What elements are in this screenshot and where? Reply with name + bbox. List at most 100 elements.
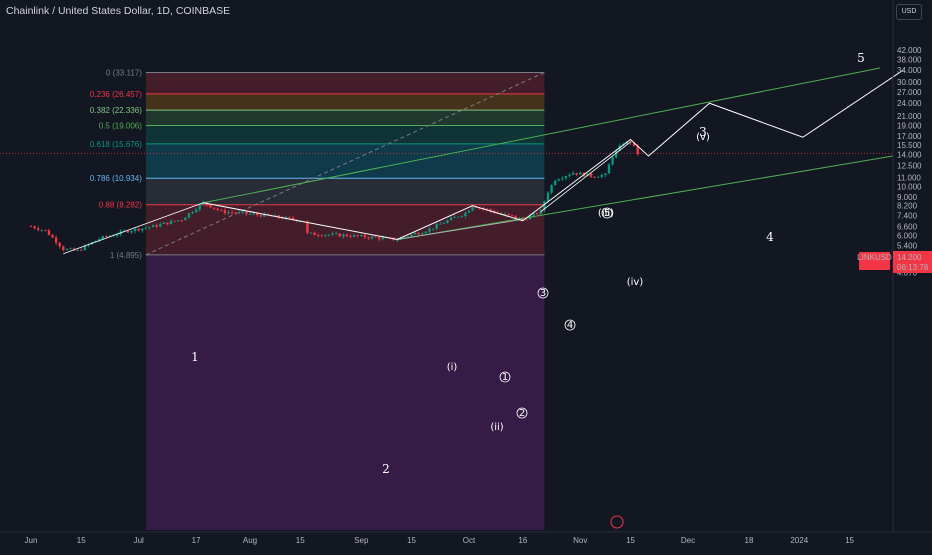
price-label-countdown: 06:13:78 xyxy=(897,263,929,272)
candle-body xyxy=(395,240,399,241)
candle-body xyxy=(374,236,377,238)
candle-body xyxy=(115,234,119,236)
candle-body xyxy=(72,248,76,251)
candle-body xyxy=(575,172,578,175)
candle-body xyxy=(306,221,309,234)
candle-body xyxy=(410,234,413,237)
price-tag xyxy=(893,251,932,273)
candle-body xyxy=(159,224,162,227)
candle-body xyxy=(108,235,112,237)
wave-label-major: 4 xyxy=(766,230,774,244)
currency-button[interactable]: USD xyxy=(896,4,922,20)
candle-body xyxy=(417,233,420,235)
fib-zone-extension xyxy=(145,254,545,530)
price-tick-label: 6.600 xyxy=(897,222,918,231)
candle-body xyxy=(227,212,230,214)
price-tick-label: 8.200 xyxy=(897,202,918,211)
candle-body xyxy=(83,245,87,251)
candle-body xyxy=(478,207,481,209)
candle-body xyxy=(230,212,234,214)
candle-body xyxy=(607,164,611,174)
candle-body xyxy=(352,235,356,237)
candle-body xyxy=(273,215,277,217)
candle-body xyxy=(80,250,83,251)
wave-label-major: 1 xyxy=(191,350,199,364)
candle-body xyxy=(47,230,51,236)
candle-body xyxy=(589,173,593,177)
candle-body xyxy=(593,176,596,178)
candle-body xyxy=(151,225,155,228)
price-tick-label: 42.000 xyxy=(897,46,922,55)
price-tick-label: 17.000 xyxy=(897,132,922,141)
candle-body xyxy=(457,216,460,218)
price-tick-label: 19.000 xyxy=(897,121,922,130)
candle-body xyxy=(223,210,227,214)
candle-body xyxy=(489,209,492,211)
candle-body xyxy=(518,217,521,219)
candle-body xyxy=(148,227,151,228)
candle-body xyxy=(176,220,180,222)
candle-body xyxy=(632,142,636,146)
candle-body xyxy=(403,237,406,239)
time-tick-label: 2024 xyxy=(790,536,808,545)
candle-body xyxy=(435,224,438,229)
wave-label-minor: (iv) xyxy=(627,277,644,288)
candle-body xyxy=(277,215,280,218)
price-tick-label: 38.000 xyxy=(897,55,922,64)
candle-body xyxy=(212,207,216,209)
candle-body xyxy=(449,217,453,221)
candle-body xyxy=(367,237,370,239)
candle-body xyxy=(69,248,72,250)
candle-body xyxy=(62,246,65,251)
time-tick-label: 16 xyxy=(518,536,527,545)
candle-body xyxy=(248,213,252,215)
fib-zone xyxy=(145,110,545,126)
candle-body xyxy=(421,233,424,235)
fib-trend-line xyxy=(145,72,545,256)
time-tick-label: 18 xyxy=(745,536,754,545)
candle-body xyxy=(446,220,449,224)
candle-body xyxy=(169,220,173,225)
chart-title: Chainlink / United States Dollar, 1D, CO… xyxy=(6,5,231,17)
candle-body xyxy=(428,228,431,232)
candle-body xyxy=(76,250,79,251)
candle-body xyxy=(173,220,176,222)
wave-label-minor: (i) xyxy=(447,362,458,373)
candle-body xyxy=(130,231,133,233)
fib-level-label: 0.618 (15.676) xyxy=(90,140,142,149)
candle-body xyxy=(349,236,352,237)
candle-body xyxy=(363,235,367,238)
candle-body xyxy=(209,204,212,208)
candle-body xyxy=(597,176,600,178)
candle-body xyxy=(553,180,557,185)
price-tick-label: 12.500 xyxy=(897,161,922,170)
price-tick-label: 21.000 xyxy=(897,112,922,121)
candle-body xyxy=(126,230,130,233)
candle-body xyxy=(571,172,575,175)
candle-body xyxy=(636,145,639,154)
candle-body xyxy=(514,215,517,219)
price-tick-label: 9.000 xyxy=(897,193,918,202)
price-tick-label: 6.000 xyxy=(897,231,918,240)
price-tick-label: 7.400 xyxy=(897,211,918,220)
candle-body xyxy=(474,206,478,208)
candle-body xyxy=(614,150,618,158)
price-label-value: 14.200 xyxy=(897,253,922,262)
wave-circle-marker xyxy=(537,287,549,299)
price-tick-label: 11.000 xyxy=(897,174,921,183)
candle-body xyxy=(485,208,489,210)
candle-body xyxy=(36,228,40,230)
candle-body xyxy=(579,172,582,175)
candle-body xyxy=(600,175,604,177)
candle-body xyxy=(345,234,349,237)
candle-body xyxy=(162,222,166,225)
candle-body xyxy=(40,229,43,231)
overlays xyxy=(0,67,904,255)
time-tick-label: Aug xyxy=(243,536,257,545)
wave-projection-path xyxy=(203,69,904,241)
candle-body xyxy=(234,212,237,214)
trend-line-wave1 xyxy=(63,202,204,255)
candle-body xyxy=(532,213,535,216)
